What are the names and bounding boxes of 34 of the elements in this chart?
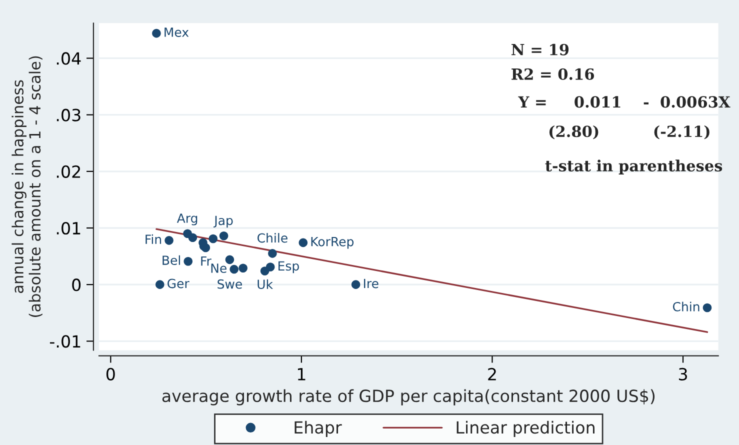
annotation: Ire xyxy=(364,278,378,288)
annotation: Ne xyxy=(211,264,226,273)
annotation: Y = 0.011 - 0.0063X xyxy=(518,96,730,108)
legend-label: Linear prediction xyxy=(456,420,594,437)
annotation: (2.80) (-2.11) xyxy=(549,125,710,140)
annotation: Ger xyxy=(168,278,190,288)
y-tick-label: .04 xyxy=(56,52,81,65)
x-tick-label: 0 xyxy=(106,368,115,380)
annotation: Chile xyxy=(258,233,288,243)
annotation: Fr xyxy=(201,256,212,266)
annotation: Uk xyxy=(258,279,273,289)
y-tick-label: -.01 xyxy=(50,335,80,348)
y-tick-label: 0 xyxy=(72,278,81,292)
annotation: N = 19 xyxy=(512,44,569,56)
y-tick-label: .02 xyxy=(56,165,80,178)
y-tick-label: .03 xyxy=(56,108,80,122)
annotation: Jap xyxy=(214,216,233,228)
annotation: t-stat in parentheses xyxy=(545,160,722,174)
annotation: Bel xyxy=(162,255,180,265)
y-axis-title: annual change in happiness (absolute amount on a 1 - 4 scale) xyxy=(12,56,42,317)
annotation: Chin xyxy=(672,302,700,312)
legend-label: Ehapr xyxy=(294,420,342,437)
x-tick-label: 1 xyxy=(298,368,306,380)
annotation: Fin xyxy=(146,234,162,244)
annotation: R2 = 0.16 xyxy=(512,68,594,80)
annotation: Mex xyxy=(164,28,189,37)
x-tick-label: 3 xyxy=(678,368,687,380)
annotation: KorRep xyxy=(311,237,354,249)
annotation: Arg xyxy=(176,214,198,226)
y-tick-label: .01 xyxy=(56,222,80,235)
annotation: Esp xyxy=(278,261,299,274)
annotation: Swe xyxy=(218,279,242,289)
x-axis-title: average growth rate of GDP per capita(constant 2000 US$) xyxy=(162,389,655,406)
x-tick-label: 2 xyxy=(488,368,496,380)
